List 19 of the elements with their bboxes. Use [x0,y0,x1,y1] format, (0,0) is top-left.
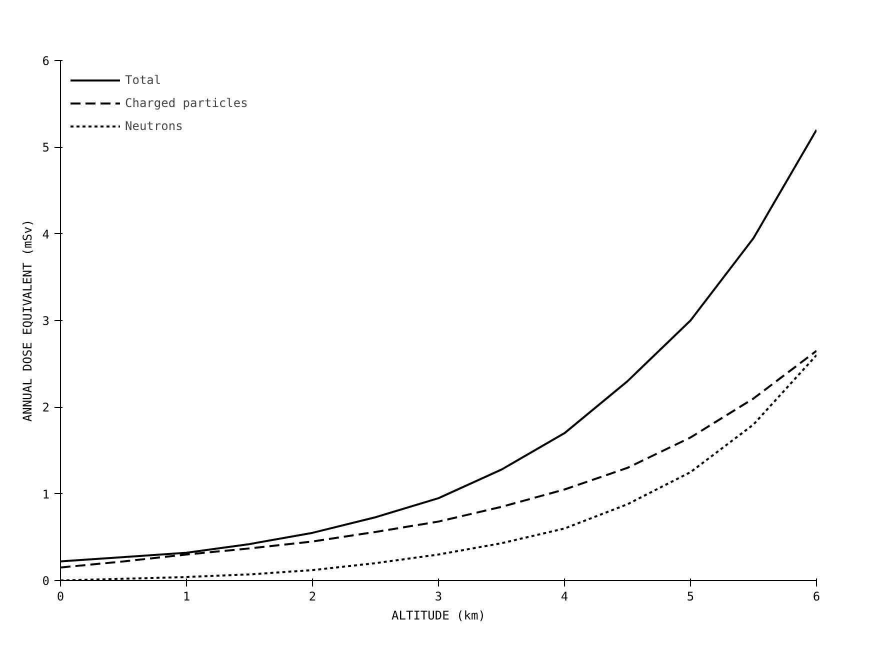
x-axis-title: ALTITUDE (km) [392,608,486,622]
y-tick-label: 6 [42,54,50,68]
x-tick-label: 4 [560,590,568,604]
x-tick-label: 5 [686,590,694,604]
x-tick-label: 6 [812,590,820,604]
y-tick-label: 2 [42,400,50,415]
x-tick-label: 3 [434,590,442,604]
x-tick-label: 2 [308,590,316,604]
y-tick-label: 5 [42,140,50,155]
y-tick-label: 0 [42,574,50,588]
y-tick-label: 1 [42,487,50,502]
legend-label: Neutrons [125,119,183,133]
y-tick-label: 3 [42,314,50,328]
x-tick-label: 0 [56,590,64,604]
y-tick-label: 4 [42,227,50,242]
y-axis-title: ANNUAL DOSE EQUIVALENT (mSv) [20,219,34,422]
legend-label: Total [125,73,162,87]
x-tick-label: 1 [182,590,190,604]
legend-label: Charged particles [125,96,248,110]
